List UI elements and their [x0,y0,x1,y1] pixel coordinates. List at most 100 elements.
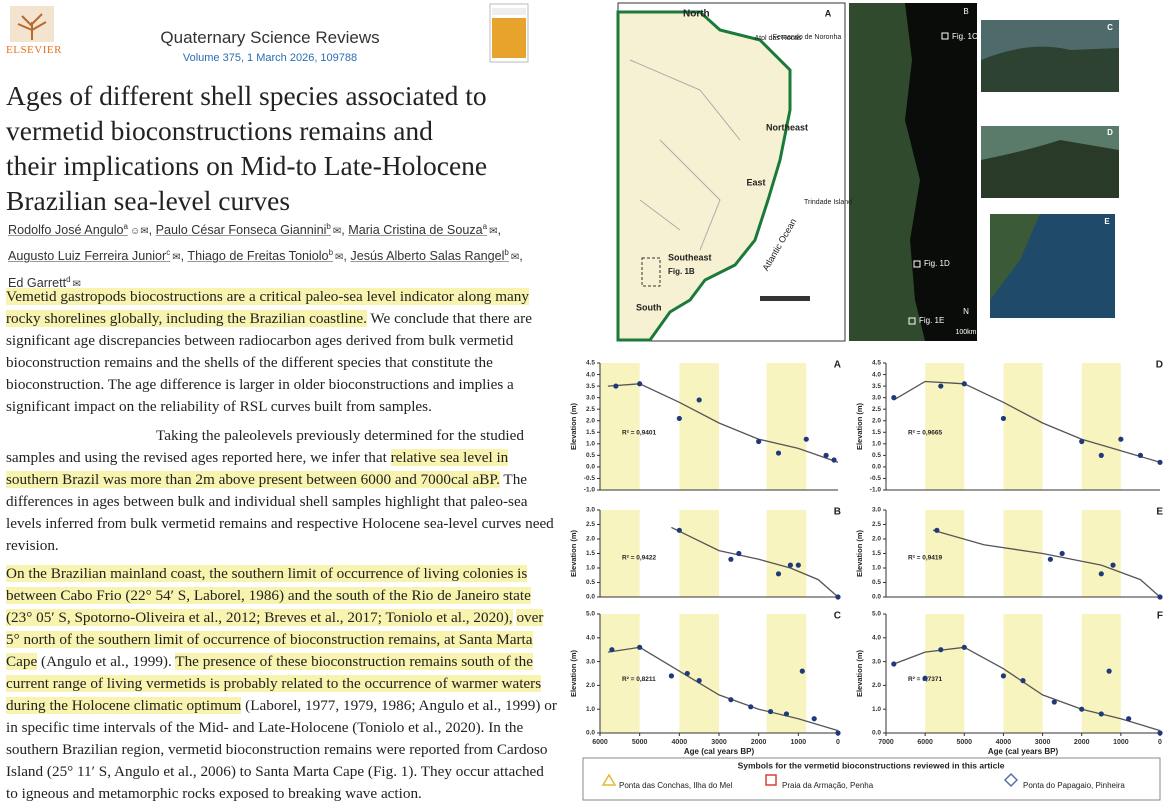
data-point [934,527,940,533]
y-tick-label: 3.0 [586,394,595,401]
x-tick-label: 4000 [996,739,1012,746]
y-tick-label: 0.5 [872,579,881,586]
climatic-band [1003,363,1043,490]
x-tick-label: 3000 [1035,739,1051,746]
climatic-band [766,363,807,490]
data-point [823,452,829,458]
article-title: Ages of different shell species associat… [6,78,487,218]
x-tick-label: 6000 [592,739,608,746]
climatic-band [679,363,719,490]
y-tick-label: 2.0 [586,417,595,424]
author: Jesús Alberto Salas Rangelb [350,248,508,263]
legend-title: Symbols for the vermetid bioconstruction… [738,760,1005,770]
text: (Laborel, 1977, 1979, 1986; Angulo et al… [6,697,557,802]
data-point [799,668,805,674]
affiliation: b [328,248,334,258]
y-tick-label: -0.5 [584,475,596,482]
data-point [728,697,734,703]
y-tick-label: 2.0 [872,682,881,689]
y-tick-label: 1.0 [872,565,881,572]
y-tick-label: 1.0 [586,565,595,572]
author-name: Rodolfo José Angulo [8,223,124,238]
x-tick-label: 2000 [1074,739,1090,746]
author-name: Ed Garrett [8,275,67,290]
x-tick-label: 0 [1158,739,1162,746]
legend-box [582,757,1161,801]
separator: , [497,223,501,238]
map-label: Trindade Island [804,199,852,206]
y-tick-label: 3.0 [872,658,881,665]
y-axis-label: Elevation (m) [569,649,578,697]
r-squared: R² = 0,9665 [908,430,943,437]
y-tick-label: 0.5 [586,579,595,586]
data-point [831,457,837,463]
y-tick-label: 1.5 [586,550,595,557]
y-tick-label: 2.5 [586,406,595,413]
y-tick-label: 0.0 [872,464,881,471]
y-tick-label: -1.0 [584,487,596,494]
data-point [676,415,682,422]
data-point [775,571,782,577]
y-tick-label: 1.5 [872,429,881,436]
climatic-band [600,614,640,733]
data-point [1079,438,1085,445]
y-tick-label: 1.0 [872,441,881,448]
title-line: Ages of different shell species associat… [6,80,487,111]
data-point [1098,571,1104,577]
y-axis-label: Elevation (m) [855,529,864,577]
y-tick-label: 5.0 [586,611,595,618]
y-tick-label: 2.0 [872,417,881,424]
data-point [1000,673,1007,679]
climatic-band [925,510,965,597]
map-label: Atol das Rocas [754,35,802,42]
r-squared: R² = 0,8211 [622,676,656,683]
publisher: ELSEVIER [6,44,62,56]
y-tick-label: 3.5 [586,383,595,390]
data-point [736,550,742,557]
data-point [1098,452,1104,458]
y-tick-label: 0.5 [586,452,595,459]
panel-label: E [1156,507,1163,518]
climatic-band [1081,510,1121,597]
y-tick-label: 2.5 [586,521,595,528]
data-point [756,438,762,445]
x-tick-label: 5000 [632,739,648,746]
data-point [1051,699,1057,705]
y-tick-label: 0.0 [586,594,595,601]
data-point [696,678,702,684]
climatic-band [600,510,640,597]
r-squared: R² = 0,9419 [908,555,943,562]
data-point [938,383,944,389]
data-point [1157,459,1163,465]
climatic-band [679,510,719,597]
climatic-band [1003,614,1043,733]
y-tick-label: 1.5 [872,550,881,557]
author: Ed Garrettd [8,274,71,290]
satellite-label: Fig. 1E [919,316,944,325]
author-name: Paulo César Fonseca Giannini [155,223,327,238]
y-tick-label: 1.5 [586,429,595,436]
data-point [1059,550,1065,557]
mail-icon: ✉ [332,226,342,238]
map-label: North [683,9,710,20]
y-tick-label: 2.5 [872,521,881,528]
legend-symbol [765,774,777,786]
y-tick-label: 4.0 [872,371,881,378]
data-point [728,556,734,562]
x-tick-label: 4000 [672,739,688,746]
y-tick-label: 3.0 [872,394,881,401]
satellite-label: Fig. 1C [952,32,978,41]
separator: , [343,249,347,264]
y-tick-label: 2.0 [586,536,595,543]
mail-icon: ✉ [489,226,498,238]
data-point [811,716,817,722]
paragraph: Vemetid gastropods biocostructions are a… [6,286,559,418]
panel-label: D [1156,360,1163,371]
y-tick-label: 0.0 [586,464,595,471]
mail-icon: ✉ [72,278,81,290]
data-point [1000,415,1007,422]
text: (Angulo et al., 1999). [37,653,176,670]
climatic-band [600,363,640,490]
separator: , [180,249,185,264]
